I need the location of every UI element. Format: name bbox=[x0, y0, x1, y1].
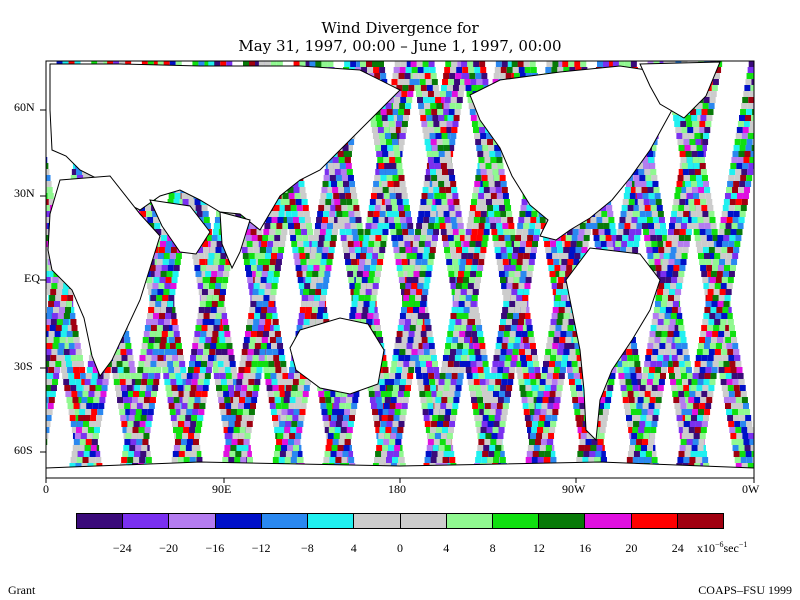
colorbar-tick-label: −12 bbox=[251, 541, 271, 555]
colorbar-swatch bbox=[354, 514, 401, 528]
lon-label-90e: 90E bbox=[212, 482, 232, 496]
colorbar-tick-label: −16 bbox=[205, 541, 225, 555]
lon-label-0: 0 bbox=[43, 482, 49, 496]
units-exponent: −6 bbox=[715, 540, 724, 549]
colorbar-swatch bbox=[215, 514, 262, 528]
organization-credit: COAPS–FSU 1999 bbox=[698, 583, 792, 597]
lat-label-30s: 30S bbox=[14, 359, 33, 373]
colorbar-tick-label: −20 bbox=[159, 541, 178, 555]
colorbar-swatch bbox=[585, 514, 632, 528]
units-rest: sec bbox=[723, 541, 739, 555]
colorbar-tick-label: −24 bbox=[112, 541, 132, 555]
colorbar-swatch bbox=[400, 514, 447, 528]
continent-outline bbox=[149, 199, 211, 255]
colorbar-swatch bbox=[446, 514, 493, 528]
colorbar-tick-label: 20 bbox=[625, 541, 638, 555]
colorbar bbox=[76, 513, 724, 529]
colorbar-tick-label: 24 bbox=[671, 541, 684, 555]
lat-label-60s: 60S bbox=[14, 443, 33, 457]
author-credit: Grant bbox=[8, 583, 36, 597]
colorbar-tick-label: 4 bbox=[443, 541, 450, 555]
colorbar-tick-label: 0 bbox=[397, 541, 403, 555]
lat-label-eq: EQ bbox=[24, 271, 40, 285]
divergence-map bbox=[40, 60, 755, 483]
colorbar-swatch bbox=[492, 514, 540, 528]
colorbar-tick-label: 12 bbox=[532, 541, 545, 555]
continent-outline bbox=[49, 63, 401, 231]
colorbar-tick-label: 8 bbox=[489, 541, 496, 555]
continent-outline bbox=[47, 175, 161, 378]
colorbar-tick-label: 16 bbox=[579, 541, 592, 555]
continent-outline bbox=[639, 61, 721, 119]
lon-label-90w: 90W bbox=[562, 482, 586, 496]
colorbar-units: x10−6sec−1 bbox=[697, 540, 747, 556]
colorbar-tick-label: −8 bbox=[301, 541, 314, 555]
colorbar-swatch bbox=[261, 514, 309, 528]
colorbar-swatch bbox=[77, 514, 124, 528]
colorbar-tick-label: 4 bbox=[350, 541, 357, 555]
map-title-line1: Wind Divergence for bbox=[321, 19, 479, 37]
continent-outline bbox=[289, 317, 385, 395]
lat-label-30n: 30N bbox=[14, 186, 35, 200]
colorbar-swatch bbox=[308, 514, 355, 528]
lat-label-60n: 60N bbox=[14, 100, 35, 114]
landmasses bbox=[45, 61, 755, 479]
colorbar-swatch bbox=[677, 514, 724, 528]
lon-label-180: 180 bbox=[388, 482, 406, 496]
colorbar-swatch bbox=[123, 514, 170, 528]
map-title-line2: May 31, 1997, 00:00 – June 1, 1997, 00:0… bbox=[238, 37, 562, 55]
colorbar-swatch bbox=[631, 514, 678, 528]
lon-label-0w: 0W bbox=[742, 482, 760, 496]
units-base: x10 bbox=[697, 541, 715, 555]
colorbar-swatch bbox=[169, 514, 216, 528]
units-exponent-2: −1 bbox=[738, 540, 748, 549]
continent-outline bbox=[219, 211, 251, 270]
continent-outline bbox=[565, 247, 661, 442]
colorbar-swatch bbox=[539, 514, 586, 528]
